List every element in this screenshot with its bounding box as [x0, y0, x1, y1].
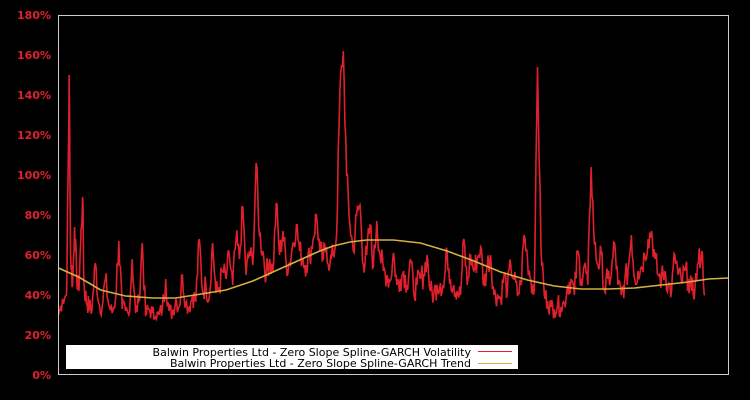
trend-series-line — [58, 239, 729, 299]
y-tick-label: 80% — [25, 209, 51, 222]
y-tick-label: 100% — [17, 169, 51, 182]
y-tick-label: 60% — [25, 249, 51, 262]
legend-box — [66, 345, 518, 369]
y-tick-label: 40% — [25, 289, 51, 302]
y-axis-tick-labels: 0% 20% 40% 60% 80% 100% 120% 140% 160% 1… — [17, 9, 51, 382]
y-tick-label: 120% — [17, 129, 51, 142]
legend-label-trend: Balwin Properties Ltd - Zero Slope Splin… — [170, 357, 471, 370]
volatility-series-line — [57, 50, 706, 322]
y-tick-label: 20% — [25, 329, 51, 342]
legend-label-volatility: Balwin Properties Ltd - Zero Slope Splin… — [153, 346, 472, 359]
legend: Balwin Properties Ltd - Zero Slope Splin… — [66, 345, 518, 370]
y-tick-label: 160% — [17, 49, 51, 62]
plot-frame — [58, 15, 729, 375]
y-tick-label: 0% — [32, 369, 51, 382]
y-tick-label: 180% — [17, 9, 51, 22]
plot-area — [57, 50, 729, 322]
y-tick-label: 140% — [17, 89, 51, 102]
